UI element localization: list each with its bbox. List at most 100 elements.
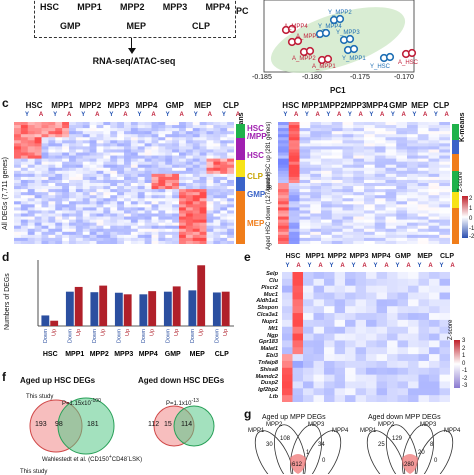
- heatmap-cell: [321, 125, 333, 129]
- heatmap-cell: [48, 234, 56, 239]
- heatmap-cell: [227, 216, 234, 220]
- heatmap-cell: [278, 176, 290, 181]
- heatmap-cell: [385, 176, 397, 181]
- heatmap-cell: [34, 228, 42, 233]
- heatmap-cell: [27, 207, 36, 211]
- heatmap-cell: [303, 354, 314, 362]
- heatmap-cell: [353, 170, 365, 175]
- heatmap-cell: [55, 222, 63, 227]
- heatmap-cell: [110, 225, 118, 230]
- heatmap-cell: [124, 240, 132, 244]
- heatmap-cell: [288, 198, 300, 202]
- heatmap-cell: [89, 146, 97, 150]
- category-label: HSC: [43, 351, 58, 358]
- heatmap-cell: [353, 128, 365, 132]
- heatmap-cell: [303, 395, 314, 402]
- column-header: GMP: [389, 101, 408, 110]
- heatmap-cell: [385, 122, 397, 126]
- heatmap-cell: [117, 140, 125, 144]
- heatmap-cell: [62, 125, 70, 129]
- heatmap-cell: [158, 143, 166, 147]
- heatmap-cell: [288, 240, 300, 244]
- heatmap-cell: [439, 164, 450, 169]
- heatmap-cell: [27, 176, 36, 181]
- heatmap-cell: [213, 222, 221, 227]
- heatmap-cell: [137, 213, 146, 217]
- heatmap-cell: [179, 183, 187, 187]
- column-header: MPP4: [371, 253, 391, 260]
- heatmap-cell: [385, 231, 397, 236]
- heatmap-cell: [34, 149, 42, 153]
- ztick: -2: [462, 375, 468, 382]
- heatmap-cell: [158, 183, 166, 187]
- heatmap-cell: [417, 201, 429, 205]
- heatmap-cell: [199, 179, 207, 184]
- heatmap-cell: [376, 313, 388, 321]
- heatmap-cell: [34, 207, 42, 211]
- heatmap-cell: [41, 125, 49, 129]
- ya-header: A: [95, 112, 100, 118]
- heatmap-cell: [199, 161, 207, 166]
- heatmap-cell: [374, 228, 386, 233]
- heatmap-cell: [408, 299, 419, 307]
- heatmap-cell: [310, 201, 322, 205]
- heatmap-cell: [62, 143, 70, 147]
- heatmap-cell: [355, 388, 367, 396]
- heatmap-cell: [385, 152, 397, 156]
- heatmap-cell: [288, 128, 300, 132]
- heatmap-cell: [220, 228, 228, 233]
- heatmap-cell: [110, 228, 118, 233]
- heatmap-cell: [429, 313, 440, 321]
- heatmap-cell: [439, 340, 450, 348]
- heatmap-cell: [417, 189, 429, 193]
- heatmap-cell: [192, 234, 201, 239]
- pca-xtick: -0.175: [350, 74, 370, 81]
- heatmap-cell: [165, 143, 173, 147]
- heatmap-cell: [55, 210, 63, 214]
- heatmap-cell: [310, 237, 322, 242]
- heatmap-cell: [331, 155, 343, 159]
- heatmap-cell: [158, 210, 166, 214]
- heatmap-cell: [192, 219, 201, 224]
- heatmap-cell: [144, 146, 152, 150]
- heatmap-cell: [96, 131, 104, 135]
- heatmap-cell: [366, 381, 377, 389]
- heatmap-cell: [321, 131, 333, 135]
- heatmap-cell: [89, 140, 97, 144]
- heatmap-cell: [103, 195, 111, 199]
- heatmap-cell: [144, 137, 152, 141]
- heatmap-cell: [278, 140, 290, 144]
- heatmap-cell: [137, 204, 146, 208]
- heatmap-cell: [130, 170, 139, 175]
- heatmap-cell: [387, 306, 398, 314]
- heatmap-cell: [48, 207, 56, 211]
- heatmap-cell: [179, 173, 187, 178]
- heatmap-cell: [387, 278, 398, 287]
- heatmap-cell: [418, 381, 430, 389]
- heatmap-cell: [303, 340, 314, 348]
- heatmap-cell: [14, 149, 22, 153]
- heatmap-cell: [353, 213, 365, 217]
- heatmap-cell: [20, 155, 29, 159]
- heatmap-cell: [75, 137, 84, 141]
- heatmap-cell: [62, 219, 70, 224]
- heatmap-cell: [96, 167, 104, 172]
- heatmap-cell: [439, 228, 450, 233]
- heatmap-cell: [353, 186, 365, 190]
- heatmap-cell: [48, 155, 56, 159]
- heatmap-cell: [144, 155, 152, 159]
- heatmap-cell: [313, 360, 325, 369]
- venn-set-label: MPP3: [308, 422, 325, 428]
- heatmap-cell: [62, 149, 70, 153]
- heatmap-cell: [69, 170, 77, 175]
- heatmap-cell: [110, 155, 118, 159]
- heatmap-cell: [103, 207, 111, 211]
- heatmap-cell: [192, 152, 201, 156]
- heatmap-cell: [418, 306, 430, 314]
- heatmap-cell: [110, 207, 118, 211]
- heatmap-cell: [96, 189, 104, 193]
- heatmap-cell: [151, 231, 159, 236]
- heatmap-cell: [75, 219, 84, 224]
- heatmap-cell: [288, 201, 300, 205]
